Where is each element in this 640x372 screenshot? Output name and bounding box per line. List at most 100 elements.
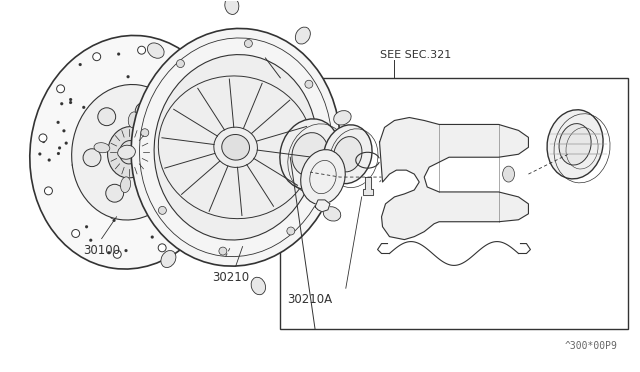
Circle shape [151, 235, 154, 238]
Ellipse shape [251, 277, 266, 295]
Circle shape [212, 146, 215, 149]
Circle shape [58, 147, 61, 150]
Circle shape [158, 138, 176, 156]
Circle shape [119, 121, 122, 124]
Circle shape [148, 94, 152, 97]
Circle shape [106, 184, 124, 202]
Circle shape [168, 165, 172, 168]
Circle shape [147, 89, 150, 92]
Circle shape [95, 116, 98, 119]
Circle shape [172, 190, 175, 193]
Ellipse shape [333, 137, 362, 172]
Circle shape [56, 85, 65, 93]
Ellipse shape [154, 55, 317, 240]
Circle shape [83, 106, 85, 109]
Circle shape [65, 142, 68, 145]
Circle shape [138, 46, 145, 54]
Ellipse shape [72, 84, 188, 220]
Text: 30100: 30100 [83, 244, 120, 257]
Circle shape [116, 202, 118, 205]
Polygon shape [315, 200, 330, 212]
Bar [280, 78, 628, 329]
Circle shape [183, 109, 186, 112]
Circle shape [156, 176, 159, 179]
Circle shape [175, 94, 178, 97]
Circle shape [69, 101, 72, 104]
Circle shape [158, 244, 166, 252]
Circle shape [48, 158, 51, 161]
Circle shape [57, 152, 60, 155]
Circle shape [113, 250, 121, 258]
Circle shape [219, 247, 227, 255]
Circle shape [113, 219, 116, 222]
Circle shape [159, 198, 163, 201]
Text: 30210: 30210 [212, 271, 249, 284]
Circle shape [85, 225, 88, 228]
Circle shape [135, 102, 153, 120]
Ellipse shape [280, 119, 340, 190]
Circle shape [323, 158, 330, 166]
Circle shape [94, 128, 97, 131]
Circle shape [125, 249, 127, 252]
Circle shape [200, 92, 202, 95]
Circle shape [213, 167, 216, 170]
Circle shape [110, 216, 113, 219]
Circle shape [170, 226, 173, 229]
Circle shape [63, 129, 65, 132]
Circle shape [176, 233, 179, 236]
Ellipse shape [301, 150, 345, 205]
Ellipse shape [94, 142, 110, 153]
Circle shape [165, 83, 168, 86]
Circle shape [127, 75, 129, 78]
Circle shape [207, 110, 214, 118]
Circle shape [187, 122, 189, 125]
Circle shape [201, 116, 204, 119]
Circle shape [186, 94, 189, 97]
Circle shape [212, 163, 220, 171]
Circle shape [138, 187, 141, 190]
Ellipse shape [547, 110, 603, 179]
Ellipse shape [221, 135, 250, 160]
Circle shape [95, 109, 97, 112]
Circle shape [211, 117, 214, 120]
Polygon shape [380, 118, 529, 240]
Ellipse shape [559, 124, 591, 165]
Circle shape [195, 212, 202, 220]
Circle shape [72, 230, 79, 237]
Circle shape [143, 179, 161, 197]
Circle shape [100, 195, 103, 198]
Circle shape [179, 67, 187, 75]
Circle shape [148, 120, 151, 123]
Ellipse shape [323, 207, 340, 221]
Ellipse shape [292, 133, 328, 176]
Ellipse shape [502, 166, 515, 182]
Circle shape [187, 110, 189, 113]
Ellipse shape [324, 125, 372, 184]
Ellipse shape [149, 152, 165, 162]
Ellipse shape [333, 110, 351, 125]
Circle shape [38, 153, 42, 155]
Circle shape [89, 239, 92, 242]
Ellipse shape [120, 177, 131, 193]
Circle shape [42, 140, 45, 143]
Text: 30210A: 30210A [287, 293, 333, 306]
Circle shape [108, 251, 111, 254]
Circle shape [93, 53, 100, 61]
Circle shape [92, 110, 95, 113]
Circle shape [109, 210, 112, 213]
Circle shape [159, 206, 166, 214]
Circle shape [98, 108, 116, 126]
Circle shape [177, 171, 180, 174]
Circle shape [193, 130, 196, 133]
Circle shape [305, 80, 313, 88]
Ellipse shape [295, 27, 310, 44]
Ellipse shape [161, 251, 176, 267]
Circle shape [133, 196, 136, 199]
Ellipse shape [225, 0, 239, 15]
Circle shape [83, 149, 101, 167]
Circle shape [186, 219, 189, 222]
Circle shape [56, 121, 60, 124]
Ellipse shape [128, 112, 138, 128]
Circle shape [60, 102, 63, 105]
Ellipse shape [147, 43, 164, 58]
